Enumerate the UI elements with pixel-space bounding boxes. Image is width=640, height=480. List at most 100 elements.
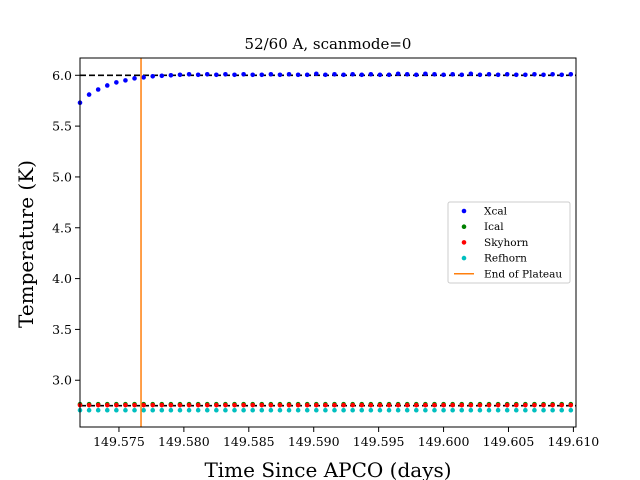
point-refhorn <box>250 407 255 413</box>
point-xcal <box>368 71 374 77</box>
point-refhorn <box>541 407 546 413</box>
point-xcal <box>441 72 446 78</box>
point-refhorn <box>95 407 101 413</box>
point-skyhorn <box>159 402 165 408</box>
legend-label: Skyhorn <box>484 237 529 249</box>
point-xcal <box>277 72 283 78</box>
point-refhorn <box>304 407 310 413</box>
y-tick-label: 5.5 <box>52 119 72 134</box>
point-skyhorn <box>377 402 383 408</box>
point-xcal <box>141 75 146 80</box>
point-skyhorn <box>250 402 255 408</box>
point-xcal <box>204 71 210 77</box>
point-xcal <box>450 71 455 77</box>
point-xcal <box>413 72 419 78</box>
point-skyhorn <box>259 402 265 408</box>
point-xcal <box>104 83 110 88</box>
point-skyhorn <box>423 402 428 408</box>
chart-title: 52/60 A, scanmode=0 <box>245 35 412 53</box>
point-refhorn <box>413 407 419 413</box>
point-xcal <box>295 72 301 78</box>
series-xcal <box>77 71 574 106</box>
point-skyhorn <box>477 402 483 408</box>
point-refhorn <box>214 407 219 413</box>
point-xcal <box>159 73 165 79</box>
point-refhorn <box>477 407 483 413</box>
point-skyhorn <box>368 402 374 408</box>
point-xcal <box>132 76 137 81</box>
legend-marker <box>461 255 467 261</box>
legend-item-refhorn: Refhorn <box>461 253 527 265</box>
point-skyhorn <box>223 402 228 408</box>
point-refhorn <box>104 407 110 413</box>
point-xcal <box>323 72 328 78</box>
legend-label: Ical <box>484 221 504 233</box>
point-skyhorn <box>295 402 301 408</box>
legend-item-ical: Ical <box>461 221 504 233</box>
point-skyhorn <box>86 402 92 408</box>
point-skyhorn <box>204 402 210 408</box>
point-refhorn <box>232 407 237 413</box>
point-refhorn <box>268 407 274 413</box>
point-refhorn <box>532 407 537 413</box>
point-xcal <box>513 72 519 78</box>
point-refhorn <box>295 407 301 413</box>
point-skyhorn <box>568 402 574 408</box>
point-refhorn <box>350 407 355 413</box>
point-skyhorn <box>559 402 565 408</box>
point-refhorn <box>323 407 328 413</box>
point-refhorn <box>486 407 492 413</box>
point-xcal <box>495 72 501 78</box>
data-points <box>77 71 574 413</box>
point-skyhorn <box>150 402 156 408</box>
point-refhorn <box>277 407 283 413</box>
point-skyhorn <box>513 402 519 408</box>
point-skyhorn <box>286 402 292 408</box>
point-refhorn <box>523 407 528 413</box>
point-skyhorn <box>504 402 510 408</box>
y-tick-label: 5.0 <box>52 169 72 184</box>
x-tick-label: 149.575 <box>93 434 145 449</box>
point-skyhorn <box>332 402 337 408</box>
point-skyhorn <box>495 402 501 408</box>
point-refhorn <box>504 407 510 413</box>
legend-label: Xcal <box>484 206 508 218</box>
point-refhorn <box>314 407 319 413</box>
point-skyhorn <box>268 402 274 408</box>
point-refhorn <box>332 407 337 413</box>
legend-item-skyhorn: Skyhorn <box>461 237 529 249</box>
point-skyhorn <box>541 402 546 408</box>
point-skyhorn <box>359 402 365 408</box>
point-skyhorn <box>441 402 446 408</box>
point-xcal <box>541 72 546 78</box>
point-xcal <box>404 71 410 77</box>
y-tick-label: 3.0 <box>52 373 72 388</box>
legend-label: Refhorn <box>484 253 527 265</box>
point-skyhorn <box>104 402 110 408</box>
point-skyhorn <box>214 402 219 408</box>
point-xcal <box>150 73 156 79</box>
point-refhorn <box>259 407 265 413</box>
point-skyhorn <box>350 402 355 408</box>
point-refhorn <box>359 407 365 413</box>
x-tick-label: 149.590 <box>288 434 340 449</box>
point-skyhorn <box>341 402 346 408</box>
point-refhorn <box>150 407 156 413</box>
point-refhorn <box>241 407 246 413</box>
point-xcal <box>432 71 437 77</box>
point-refhorn <box>559 407 565 413</box>
point-xcal <box>86 92 92 97</box>
point-skyhorn <box>486 402 492 408</box>
y-axis-ticks: 3.0 3.5 4.0 4.5 5.0 5.5 6.0 <box>52 68 80 388</box>
legend-item-xcal: Xcal <box>461 206 508 218</box>
point-refhorn <box>86 407 92 413</box>
point-skyhorn <box>450 402 455 408</box>
point-refhorn <box>223 407 228 413</box>
point-skyhorn <box>114 402 119 408</box>
plot-frame <box>79 57 577 428</box>
point-xcal <box>477 72 483 78</box>
point-skyhorn <box>168 402 174 408</box>
point-xcal <box>314 71 319 77</box>
point-xcal <box>423 71 428 77</box>
point-xcal <box>341 72 346 78</box>
